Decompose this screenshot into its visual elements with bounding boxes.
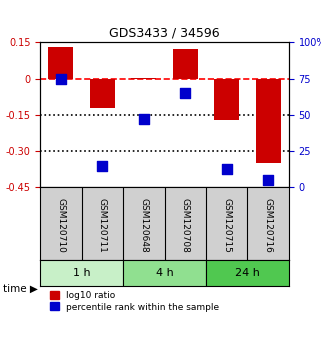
Text: 4 h: 4 h xyxy=(156,268,173,278)
Bar xyxy=(214,79,239,120)
Bar xyxy=(90,79,115,108)
Point xyxy=(100,163,105,169)
Point xyxy=(141,116,146,122)
Text: time ▶: time ▶ xyxy=(3,284,38,293)
Text: 24 h: 24 h xyxy=(235,268,260,278)
Text: GSM120708: GSM120708 xyxy=(181,198,190,253)
Bar xyxy=(48,47,73,79)
Text: GSM120716: GSM120716 xyxy=(264,198,273,253)
Text: GSM120711: GSM120711 xyxy=(98,198,107,253)
Bar xyxy=(40,260,123,286)
Bar xyxy=(123,260,206,286)
Bar xyxy=(173,49,198,79)
Legend: log10 ratio, percentile rank within the sample: log10 ratio, percentile rank within the … xyxy=(50,291,219,312)
Point xyxy=(58,76,64,81)
Bar xyxy=(131,78,156,79)
Bar xyxy=(206,260,289,286)
Point xyxy=(224,166,229,171)
Title: GDS3433 / 34596: GDS3433 / 34596 xyxy=(109,27,220,40)
Point xyxy=(183,90,188,96)
Point xyxy=(265,177,271,183)
Text: GSM120715: GSM120715 xyxy=(222,198,231,253)
Text: GSM120648: GSM120648 xyxy=(139,198,148,253)
Text: GSM120710: GSM120710 xyxy=(56,198,65,253)
Bar xyxy=(256,79,281,163)
Text: 1 h: 1 h xyxy=(73,268,91,278)
